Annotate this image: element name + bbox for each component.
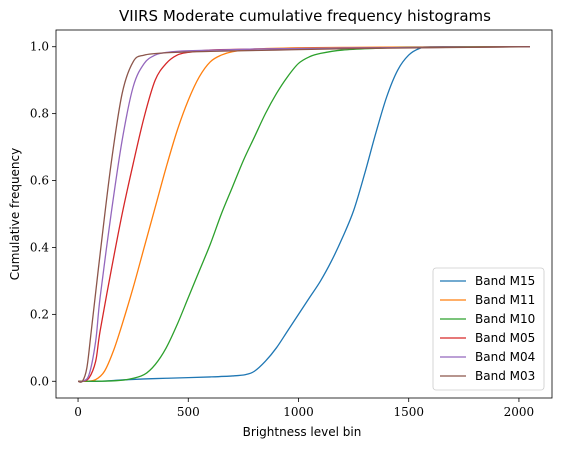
y-tick-label: 0.8 (30, 107, 49, 121)
y-axis-label: Cumulative frequency (8, 148, 22, 281)
x-tick-label: 0 (74, 405, 82, 419)
legend-label: Band M04 (475, 350, 535, 364)
legend-label: Band M15 (475, 274, 535, 288)
y-tick-label: 0.6 (30, 174, 49, 188)
legend-frame (432, 267, 545, 391)
x-axis-label: Brightness level bin (243, 425, 362, 439)
plot-frame (55, 29, 553, 399)
y-axis: 0.0 0.2 0.4 0.6 0.8 1.0 (30, 40, 56, 388)
x-tick-label: 1000 (283, 405, 314, 419)
plot-lines (77, 45, 530, 383)
series-line-band-m04 (77, 46, 530, 383)
legend: Band M15 Band M11 Band M10 Band M05 Band M04… (432, 267, 545, 391)
chart-title: VIIRS Moderate cumulative frequency hist… (119, 7, 491, 25)
legend-label: Band M03 (475, 369, 535, 383)
legend-label: Band M10 (475, 312, 535, 326)
series-line-band-m03 (77, 46, 530, 383)
legend-label: Band M05 (475, 331, 535, 345)
series-line-band-m15 (78, 45, 530, 383)
y-tick-label: 0.4 (30, 240, 49, 254)
x-tick-label: 1500 (393, 405, 424, 419)
y-tick-label: 0.0 (30, 374, 49, 388)
x-axis: 0 500 1000 1500 2000 (74, 398, 534, 419)
y-tick-label: 1.0 (30, 40, 49, 54)
x-tick-label: 2000 (504, 405, 535, 419)
x-tick-label: 500 (177, 405, 200, 419)
y-tick-label: 0.2 (30, 307, 49, 321)
series-line-band-m10 (78, 46, 530, 382)
series-line-band-m11 (78, 46, 530, 383)
legend-label: Band M11 (475, 293, 535, 307)
